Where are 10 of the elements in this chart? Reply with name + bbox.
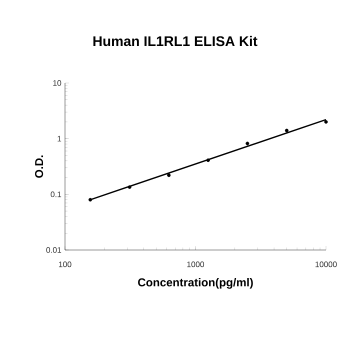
x-axis-title: Concentration(pg/ml): [138, 278, 253, 289]
y-axis-title: O.D.: [35, 156, 44, 178]
point: [167, 173, 171, 178]
point: [324, 120, 328, 124]
chart-title: Human IL1RL1 ELISA Kit: [93, 36, 258, 46]
point: [206, 158, 210, 162]
point: [246, 142, 250, 146]
point: [284, 128, 289, 132]
point: [128, 185, 132, 189]
point: [88, 198, 92, 202]
